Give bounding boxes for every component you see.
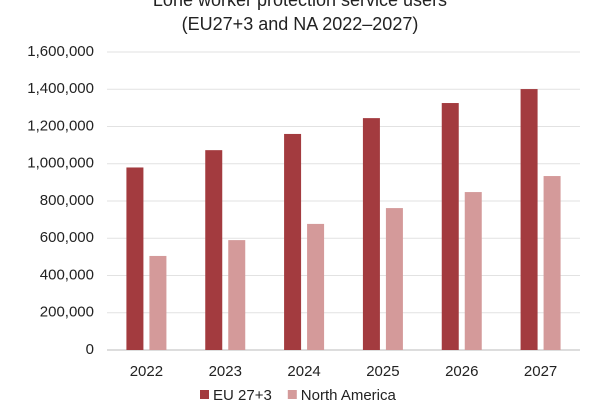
y-tick-label: 1,000,000: [27, 155, 94, 172]
x-tick-label: 2027: [524, 363, 557, 380]
bar: [126, 167, 144, 350]
x-tick-label: 2023: [209, 363, 242, 380]
x-tick-label: 2026: [445, 363, 478, 380]
legend-swatch: [287, 390, 297, 399]
bar: [441, 103, 459, 350]
bar: [362, 118, 380, 351]
bar: [543, 176, 561, 350]
chart-title: Lone worker protection service users: [153, 0, 447, 10]
bar: [307, 223, 325, 350]
y-tick-label: 1,600,000: [27, 43, 94, 60]
chart-subtitle: (EU27+3 and NA 2022–2027): [182, 14, 419, 34]
bar: [149, 255, 167, 350]
y-tick-label: 600,000: [40, 229, 94, 246]
bar: [205, 150, 223, 350]
bar: [385, 208, 403, 350]
y-tick-label: 400,000: [40, 266, 94, 283]
legend-label: EU 27+3: [213, 387, 272, 400]
y-tick-label: 800,000: [40, 192, 94, 209]
y-tick-label: 0: [86, 341, 94, 358]
x-tick-label: 2025: [366, 363, 399, 380]
x-tick-label: 2024: [287, 363, 320, 380]
legend-label: North America: [301, 387, 397, 400]
y-tick-label: 1,200,000: [27, 117, 94, 134]
legend-swatch: [200, 390, 209, 399]
bar: [228, 240, 246, 350]
y-tick-label: 1,400,000: [27, 80, 94, 97]
bar: [284, 133, 302, 350]
x-tick-label: 2022: [130, 363, 163, 380]
bar: [464, 192, 482, 350]
y-tick-label: 200,000: [40, 304, 94, 321]
bar: [520, 89, 538, 350]
